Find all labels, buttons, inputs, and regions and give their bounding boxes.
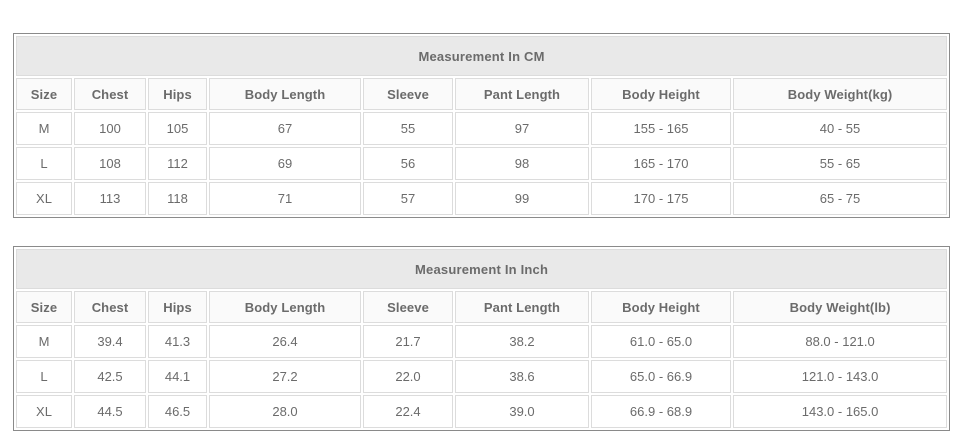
- table-row: M 100 105 67 55 97 155 - 165 40 - 55: [16, 112, 948, 145]
- cell-hips: 105: [148, 112, 207, 145]
- column-header-pant-length: Pant Length: [455, 291, 589, 323]
- cell-pant-length: 98: [455, 147, 589, 180]
- cell-body-weight: 55 - 65: [733, 147, 948, 180]
- table-row: M 39.4 41.3 26.4 21.7 38.2 61.0 - 65.0 8…: [16, 325, 948, 358]
- column-header-body-weight: Body Weight(kg): [733, 78, 948, 110]
- column-header-sleeve: Sleeve: [363, 78, 453, 110]
- cell-pant-length: 38.2: [455, 325, 589, 358]
- table-row: L 42.5 44.1 27.2 22.0 38.6 65.0 - 66.9 1…: [16, 360, 948, 393]
- cell-body-height: 155 - 165: [591, 112, 731, 145]
- cell-pant-length: 39.0: [455, 395, 589, 428]
- cell-body-height: 61.0 - 65.0: [591, 325, 731, 358]
- column-header-pant-length: Pant Length: [455, 78, 589, 110]
- cell-body-length: 28.0: [209, 395, 361, 428]
- cell-body-height: 170 - 175: [591, 182, 731, 215]
- column-header-body-weight: Body Weight(lb): [733, 291, 948, 323]
- table-header-row: Size Chest Hips Body Length Sleeve Pant …: [16, 78, 948, 110]
- column-header-size: Size: [16, 78, 72, 110]
- column-header-chest: Chest: [74, 78, 146, 110]
- cell-sleeve: 22.4: [363, 395, 453, 428]
- cell-chest: 39.4: [74, 325, 146, 358]
- cell-body-length: 67: [209, 112, 361, 145]
- size-table-cm: Measurement In CM Size Chest Hips Body L…: [13, 33, 951, 218]
- cell-sleeve: 57: [363, 182, 453, 215]
- cell-hips: 112: [148, 147, 207, 180]
- cell-sleeve: 56: [363, 147, 453, 180]
- column-header-body-height: Body Height: [591, 78, 731, 110]
- cell-chest: 108: [74, 147, 146, 180]
- cell-hips: 118: [148, 182, 207, 215]
- table-title-row: Measurement In CM: [16, 36, 948, 76]
- column-header-hips: Hips: [148, 78, 207, 110]
- cell-body-length: 71: [209, 182, 361, 215]
- cell-body-weight: 121.0 - 143.0: [733, 360, 948, 393]
- table-row: L 108 112 69 56 98 165 - 170 55 - 65: [16, 147, 948, 180]
- cell-hips: 46.5: [148, 395, 207, 428]
- cell-body-length: 27.2: [209, 360, 361, 393]
- cell-size: M: [16, 325, 72, 358]
- cell-pant-length: 38.6: [455, 360, 589, 393]
- cell-size: XL: [16, 395, 72, 428]
- cell-body-weight: 143.0 - 165.0: [733, 395, 948, 428]
- cell-chest: 42.5: [74, 360, 146, 393]
- cell-hips: 44.1: [148, 360, 207, 393]
- column-header-chest: Chest: [74, 291, 146, 323]
- cell-size: L: [16, 147, 72, 180]
- cell-body-height: 65.0 - 66.9: [591, 360, 731, 393]
- column-header-sleeve: Sleeve: [363, 291, 453, 323]
- column-header-body-length: Body Length: [209, 78, 361, 110]
- table-title: Measurement In CM: [16, 36, 948, 76]
- table-header-row: Size Chest Hips Body Length Sleeve Pant …: [16, 291, 948, 323]
- table-title-row: Measurement In Inch: [16, 249, 948, 289]
- cell-size: XL: [16, 182, 72, 215]
- cell-pant-length: 97: [455, 112, 589, 145]
- cell-body-height: 165 - 170: [591, 147, 731, 180]
- table-row: XL 44.5 46.5 28.0 22.4 39.0 66.9 - 68.9 …: [16, 395, 948, 428]
- column-header-hips: Hips: [148, 291, 207, 323]
- cell-body-weight: 65 - 75: [733, 182, 948, 215]
- cell-body-weight: 40 - 55: [733, 112, 948, 145]
- cell-body-weight: 88.0 - 121.0: [733, 325, 948, 358]
- cell-hips: 41.3: [148, 325, 207, 358]
- cell-pant-length: 99: [455, 182, 589, 215]
- cell-body-length: 26.4: [209, 325, 361, 358]
- table-row: XL 113 118 71 57 99 170 - 175 65 - 75: [16, 182, 948, 215]
- column-header-size: Size: [16, 291, 72, 323]
- cell-chest: 100: [74, 112, 146, 145]
- table-title: Measurement In Inch: [16, 249, 948, 289]
- cell-sleeve: 55: [363, 112, 453, 145]
- column-header-body-height: Body Height: [591, 291, 731, 323]
- cell-chest: 113: [74, 182, 146, 215]
- cell-size: M: [16, 112, 72, 145]
- cell-sleeve: 22.0: [363, 360, 453, 393]
- cell-body-height: 66.9 - 68.9: [591, 395, 731, 428]
- cell-body-length: 69: [209, 147, 361, 180]
- size-table-inch: Measurement In Inch Size Chest Hips Body…: [13, 246, 951, 431]
- column-header-body-length: Body Length: [209, 291, 361, 323]
- cell-size: L: [16, 360, 72, 393]
- cell-chest: 44.5: [74, 395, 146, 428]
- cell-sleeve: 21.7: [363, 325, 453, 358]
